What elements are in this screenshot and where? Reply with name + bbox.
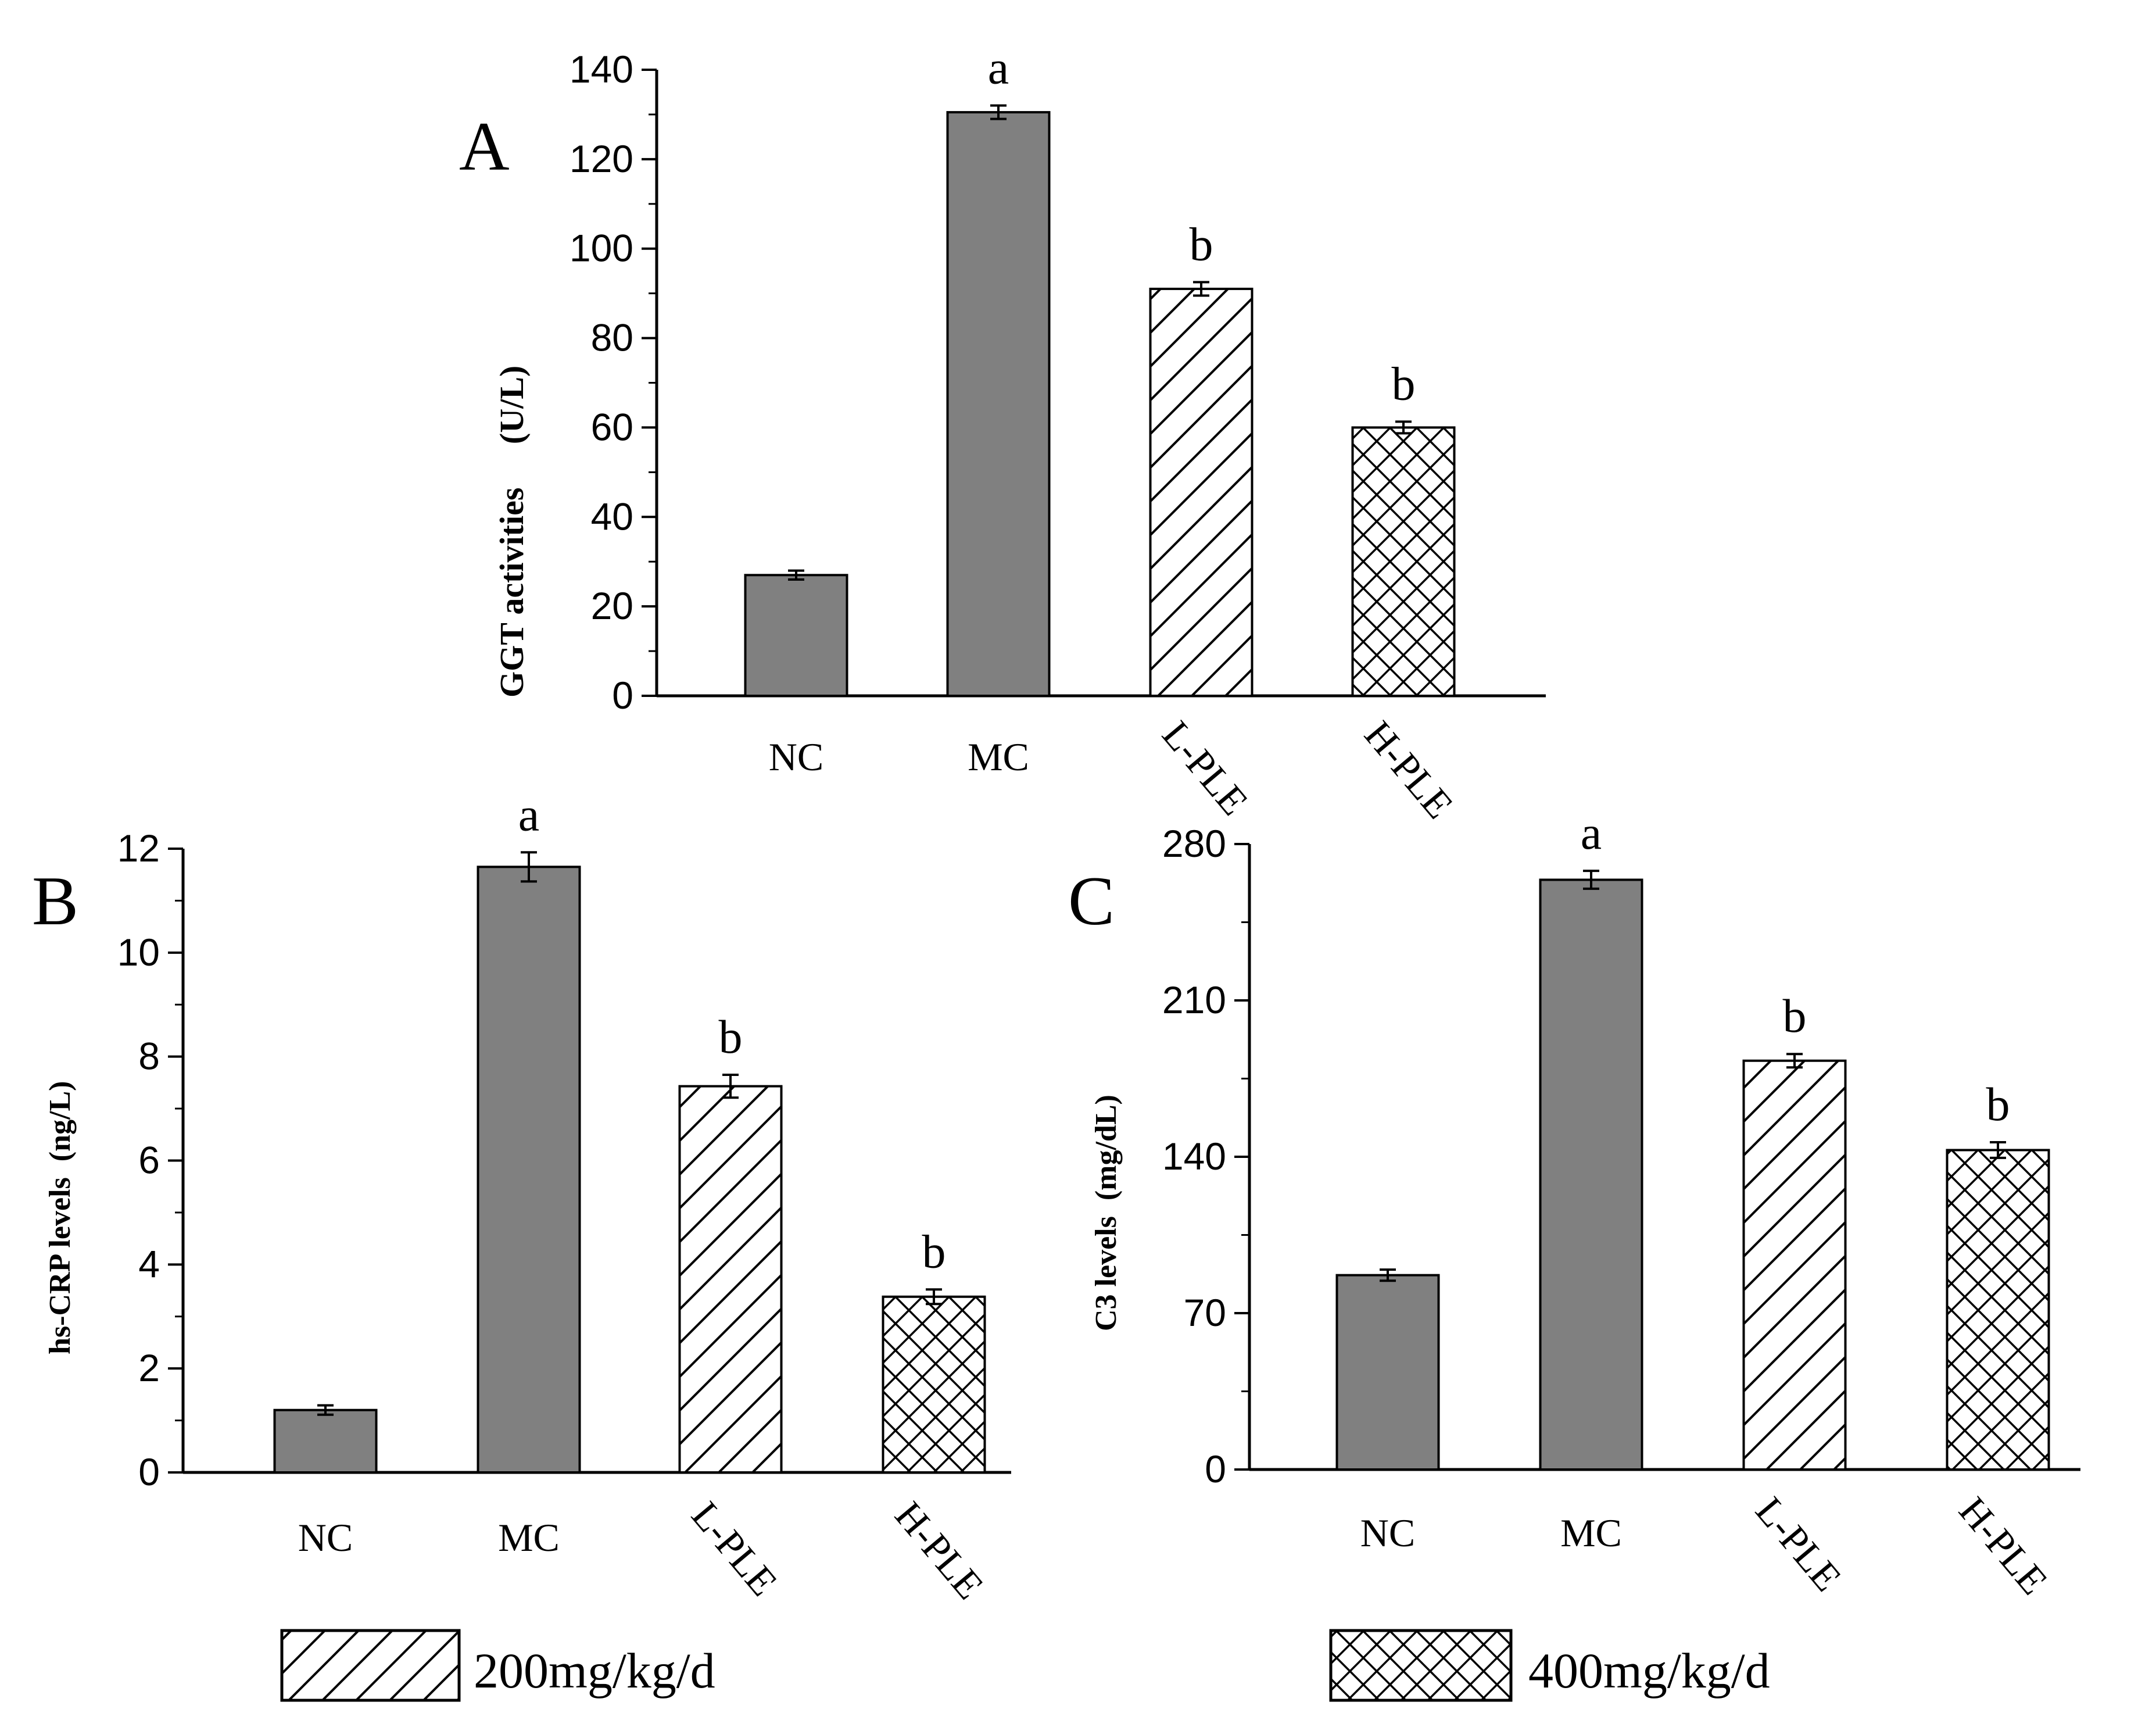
panel-a-significance-1: a [988,41,1009,94]
panel-c-ylabel: C3 levels (mg/dL) [1090,1095,1123,1331]
panel-b-bar-h-ple [882,1295,986,1474]
panel-c-significance-2: b [1783,989,1807,1042]
panel-c-category-label-3: H-PLE [1951,1489,2057,1603]
panel-a-ytick-label-0: 0 [612,674,633,717]
panel-b-ylabel: hs-CRP levels (ng/L) [44,1081,77,1354]
legend-swatch-crosshatch [1329,1629,1513,1702]
panel-a-ytick-label-3: 60 [591,405,633,448]
panel-b-plot: 0 2 4 6 8 10 12 NC a MC b L-PLE b H-PLE [117,788,1011,1607]
panel-c-bar-nc [1335,1274,1440,1471]
panel-b-category-label-3: H-PLE [887,1493,993,1607]
panel-c-ytick-label-1: 70 [1184,1291,1226,1334]
panel-b-category-label-1: MC [498,1515,560,1560]
panel-b-ytick-label-2: 4 [138,1242,160,1285]
panel-a-category-label-2: L-PLE [1154,713,1257,824]
panel-a-chart: A GGT activities (U/L) 0 20 40 60 80 100 120 14… [459,41,1546,827]
panel-a-ylabel: GGT activities (U/L) [493,366,531,698]
legend-item-400: 400mg/kg/d [1329,1629,1770,1702]
panel-b-significance-3: b [922,1225,946,1278]
legend-swatch-diagonal [280,1629,461,1702]
panel-c-category-label-0: NC [1360,1511,1415,1555]
panel-c-bar-h-ple [1946,1149,2050,1471]
panel-a-bar-l-ple [1149,287,1254,697]
legend-label-400: 400mg/kg/d [1528,1643,1770,1699]
panel-b-ytick-label-1: 2 [138,1346,160,1389]
panel-c-ytick-label-3: 210 [1162,978,1226,1021]
panel-a-significance-3: b [1392,357,1416,410]
panel-a-bar-mc [946,111,1051,697]
panel-b-ytick-label-0: 0 [138,1450,160,1493]
panel-b-significance-1: a [518,788,539,841]
panel-b-ytick-label-4: 8 [138,1035,160,1078]
panel-b-ylabel-unit: (ng/L) [44,1081,77,1162]
panel-a-ytick-label-4: 80 [591,316,633,359]
legend-item-200: 200mg/kg/d [280,1629,715,1702]
panel-a-letter: A [459,108,510,185]
panel-c-bar-mc [1539,878,1643,1471]
panel-c-category-label-1: MC [1560,1511,1622,1555]
panel-b-ylabel-main: hs-CRP levels [44,1177,77,1354]
panel-b-significance-2: b [719,1010,743,1063]
panel-a-bar-h-ple [1351,426,1456,698]
panel-c-letter: C [1068,862,1115,939]
panel-a-ytick-label-7: 140 [570,48,633,91]
panel-c-bar-l-ple [1742,1059,1847,1471]
svg-text:hs-CRP levels (ng/L): hs-CRP levels (ng/L) [44,1081,77,1354]
panel-b-bar-nc [273,1408,378,1474]
panel-a-category-label-0: NC [769,735,823,779]
panel-b-ytick-label-5: 10 [117,931,160,974]
panel-c-plot: 0 70 140 210 280 NC a MC b L-PLE b H-PLE [1162,806,2080,1603]
panel-a-significance-2: b [1190,217,1213,270]
legend-label-200: 200mg/kg/d [474,1643,715,1699]
svg-text:GGT activities (U/L): GGT activities (U/L) [493,366,531,698]
panel-a-category-label-3: H-PLE [1356,713,1462,827]
panel-b-ytick-label-3: 6 [138,1139,160,1182]
panel-b-category-label-0: NC [298,1515,353,1560]
panel-c-category-label-2: L-PLE [1747,1489,1850,1600]
svg-text:C3 levels (mg/dL): C3 levels (mg/dL) [1090,1095,1123,1331]
panel-a-ylabel-unit: (U/L) [493,366,531,444]
panel-a-ytick-label-5: 100 [570,227,633,270]
panel-c-ylabel-unit: (mg/dL) [1090,1095,1123,1200]
panel-c-significance-3: b [1986,1078,2010,1131]
panel-a-bar-nc [744,574,848,697]
panel-b-bar-mc [477,866,581,1474]
panel-a-plot: 0 20 40 60 80 100 120 140 NC a MC b L-PLE b H-PLE [570,41,1546,827]
panel-c-ytick-label-0: 0 [1205,1447,1226,1490]
panel-c-chart: C C3 levels (mg/dL) 0 70 140 210 280 NC a MC b L-… [1068,806,2080,1603]
panel-c-ytick-label-2: 140 [1162,1135,1226,1178]
panel-b-chart: B hs-CRP levels (ng/L) 0 2 4 6 8 10 12 NC a MC b L-… [32,788,1011,1607]
panel-a-ytick-label-2: 40 [591,495,633,538]
legend: 200mg/kg/d 400mg/kg/d [280,1629,1770,1702]
panel-b-ytick-label-6: 12 [117,827,160,870]
panel-a-category-label-1: MC [968,735,1029,779]
panel-b-category-label-2: L-PLE [683,1493,786,1604]
panel-a-ytick-label-6: 120 [570,137,633,180]
panel-c-ylabel-main: C3 levels [1090,1216,1123,1331]
panel-c-ytick-label-4: 280 [1162,822,1226,865]
panel-b-bar-l-ple [678,1085,783,1474]
panel-b-letter: B [32,862,78,939]
panel-a-ytick-label-1: 20 [591,584,633,627]
panel-c-significance-1: a [1581,806,1602,859]
panel-a-ylabel-main: GGT activities [493,488,531,698]
